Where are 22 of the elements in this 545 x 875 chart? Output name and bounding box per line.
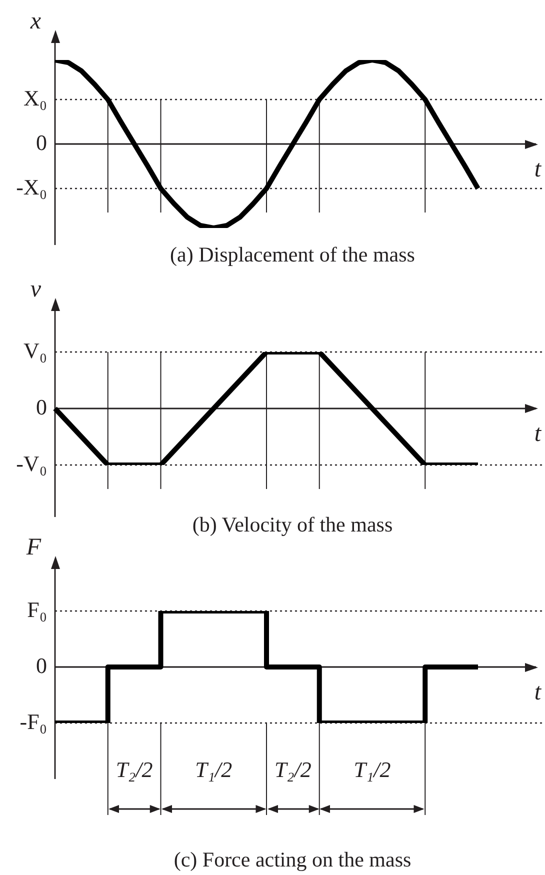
ref-line-label: -F₀	[20, 708, 47, 734]
ref-line-label: -X₀	[16, 174, 47, 200]
text: (c) Force acting on the mass	[174, 848, 412, 872]
x-axis-title: t	[534, 420, 542, 447]
text: T₁/2	[354, 756, 391, 782]
y-axis-title: x	[29, 8, 42, 34]
y-axis-title: F	[25, 534, 42, 560]
text: T₂/2	[274, 756, 312, 782]
ref-line-label: 0	[36, 394, 47, 420]
ref-line-label: F₀	[27, 596, 47, 622]
x-axis-title: t	[534, 156, 542, 182]
text: T₂/2	[116, 756, 153, 782]
ref-line-label: 0	[36, 652, 47, 678]
ref-line-label: 0	[36, 130, 47, 155]
y-axis-title: v	[30, 276, 42, 302]
x-axis-title: t	[534, 679, 542, 706]
ref-line-label: -V₀	[16, 450, 47, 476]
text: T₁/2	[195, 756, 232, 782]
text: (a) Displacement of the mass	[170, 242, 415, 267]
ref-line-label: V₀	[23, 338, 47, 363]
ref-line-label: X₀	[23, 85, 47, 110]
text: (b) Velocity of the mass	[192, 512, 393, 537]
